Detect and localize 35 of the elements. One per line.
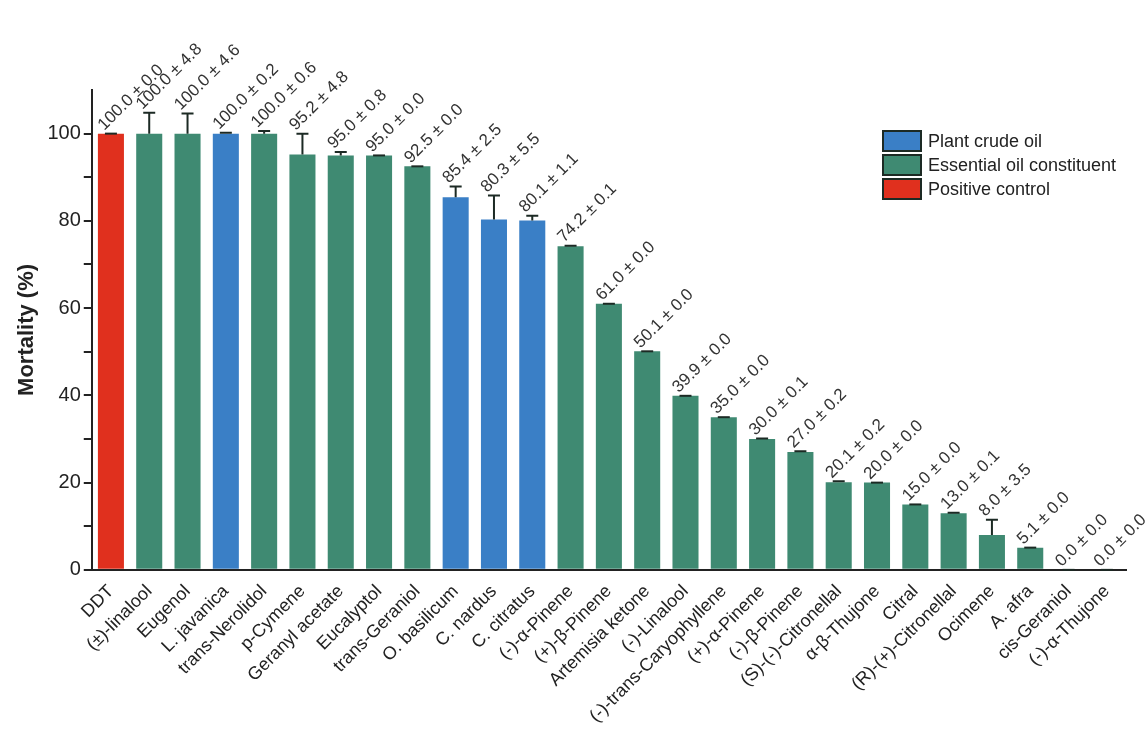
bar (787, 452, 814, 569)
bar (902, 504, 929, 569)
bar (212, 133, 239, 569)
bar (480, 219, 507, 569)
bar (940, 513, 967, 569)
legend-label: Positive control (927, 178, 1050, 200)
bar (442, 197, 469, 569)
bar (289, 154, 316, 569)
bar (557, 246, 584, 569)
bar (634, 351, 661, 569)
legend-label: Essential oil constituent (927, 154, 1116, 176)
y-tick-label: 40 (58, 382, 81, 405)
y-axis-title: Mortality (%) (13, 263, 39, 396)
y-tick-label: 60 (58, 295, 81, 318)
bar (174, 133, 201, 569)
y-tick-label: 0 (69, 557, 81, 580)
bar (710, 417, 737, 569)
y-tick-label: 100 (47, 121, 81, 144)
bar (825, 482, 852, 569)
bar (327, 155, 354, 569)
bar (404, 166, 431, 569)
bar (97, 133, 124, 569)
bar (519, 220, 546, 569)
bar (749, 439, 776, 569)
y-tick-label: 80 (58, 208, 81, 231)
bar (366, 155, 393, 569)
bar (251, 133, 278, 569)
bar (864, 482, 891, 569)
bar (1017, 547, 1044, 569)
bar (672, 395, 699, 569)
legend-label: Plant crude oil (927, 130, 1042, 152)
y-tick-label: 20 (58, 470, 81, 493)
bar (136, 133, 163, 569)
bar (595, 303, 622, 569)
bar (978, 534, 1005, 569)
